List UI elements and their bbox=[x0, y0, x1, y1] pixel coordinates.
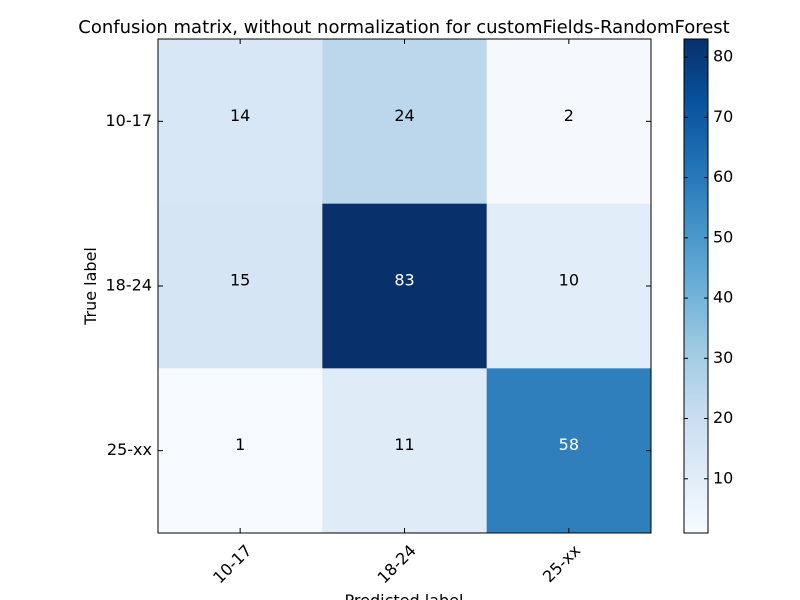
y-axis-label: True label bbox=[81, 247, 100, 326]
cell-value-label: 2 bbox=[564, 106, 574, 125]
colorbar-tick-label: 40 bbox=[713, 288, 733, 307]
y-tick-labels: 10-17 18-24 25-xx bbox=[106, 111, 153, 459]
x-tick-labels: 10-17 18-24 25-xx bbox=[209, 541, 584, 587]
heatmap-cell-labels: 14 24 215 83 101 11 58 bbox=[230, 106, 579, 454]
colorbar-ticks: 10 20 30 40 50 60 70 80 bbox=[684, 47, 733, 487]
y-tick-label: 18-24 bbox=[106, 276, 153, 295]
cell-value-label: 15 bbox=[230, 271, 250, 290]
x-tick-label: 10-17 bbox=[209, 541, 255, 587]
cell-value-label: 1 bbox=[235, 435, 245, 454]
cell-value-label: 24 bbox=[394, 106, 414, 125]
y-tick-label: 25-xx bbox=[107, 440, 152, 459]
heatmap-cell bbox=[322, 203, 488, 369]
axis-ticks bbox=[158, 39, 651, 533]
chart-title: Confusion matrix, without normalization … bbox=[78, 17, 729, 38]
cell-value-label: 58 bbox=[559, 435, 579, 454]
colorbar bbox=[683, 38, 709, 534]
heatmap-cell bbox=[486, 368, 652, 534]
heatmap-cell bbox=[322, 368, 488, 534]
heatmap-cell bbox=[158, 39, 323, 205]
cell-value-label: 14 bbox=[230, 106, 250, 125]
heatmap-cell bbox=[158, 203, 323, 369]
colorbar-tick-label: 50 bbox=[713, 227, 733, 246]
cell-value-label: 11 bbox=[394, 435, 414, 454]
x-tick-label: 18-24 bbox=[373, 541, 419, 587]
colorbar-tick-label: 10 bbox=[713, 468, 733, 487]
y-tick-label: 10-17 bbox=[106, 111, 153, 130]
x-axis-label: Predicted label bbox=[345, 591, 464, 600]
x-tick-label: 25-xx bbox=[539, 541, 584, 586]
colorbar-tick-label: 30 bbox=[713, 348, 733, 367]
colorbar-tick-label: 70 bbox=[713, 107, 733, 126]
heatmap-cell bbox=[486, 39, 652, 205]
heatmap-cell bbox=[486, 203, 652, 369]
heatmap-cells bbox=[158, 39, 652, 534]
heatmap-cell bbox=[322, 39, 488, 205]
heatmap-cell bbox=[158, 368, 323, 534]
colorbar-tick-label: 80 bbox=[713, 47, 733, 66]
colorbar-tick-label: 60 bbox=[713, 167, 733, 186]
colorbar-tick-label: 20 bbox=[713, 408, 733, 427]
cell-value-label: 83 bbox=[394, 271, 414, 290]
cell-value-label: 10 bbox=[559, 271, 579, 290]
